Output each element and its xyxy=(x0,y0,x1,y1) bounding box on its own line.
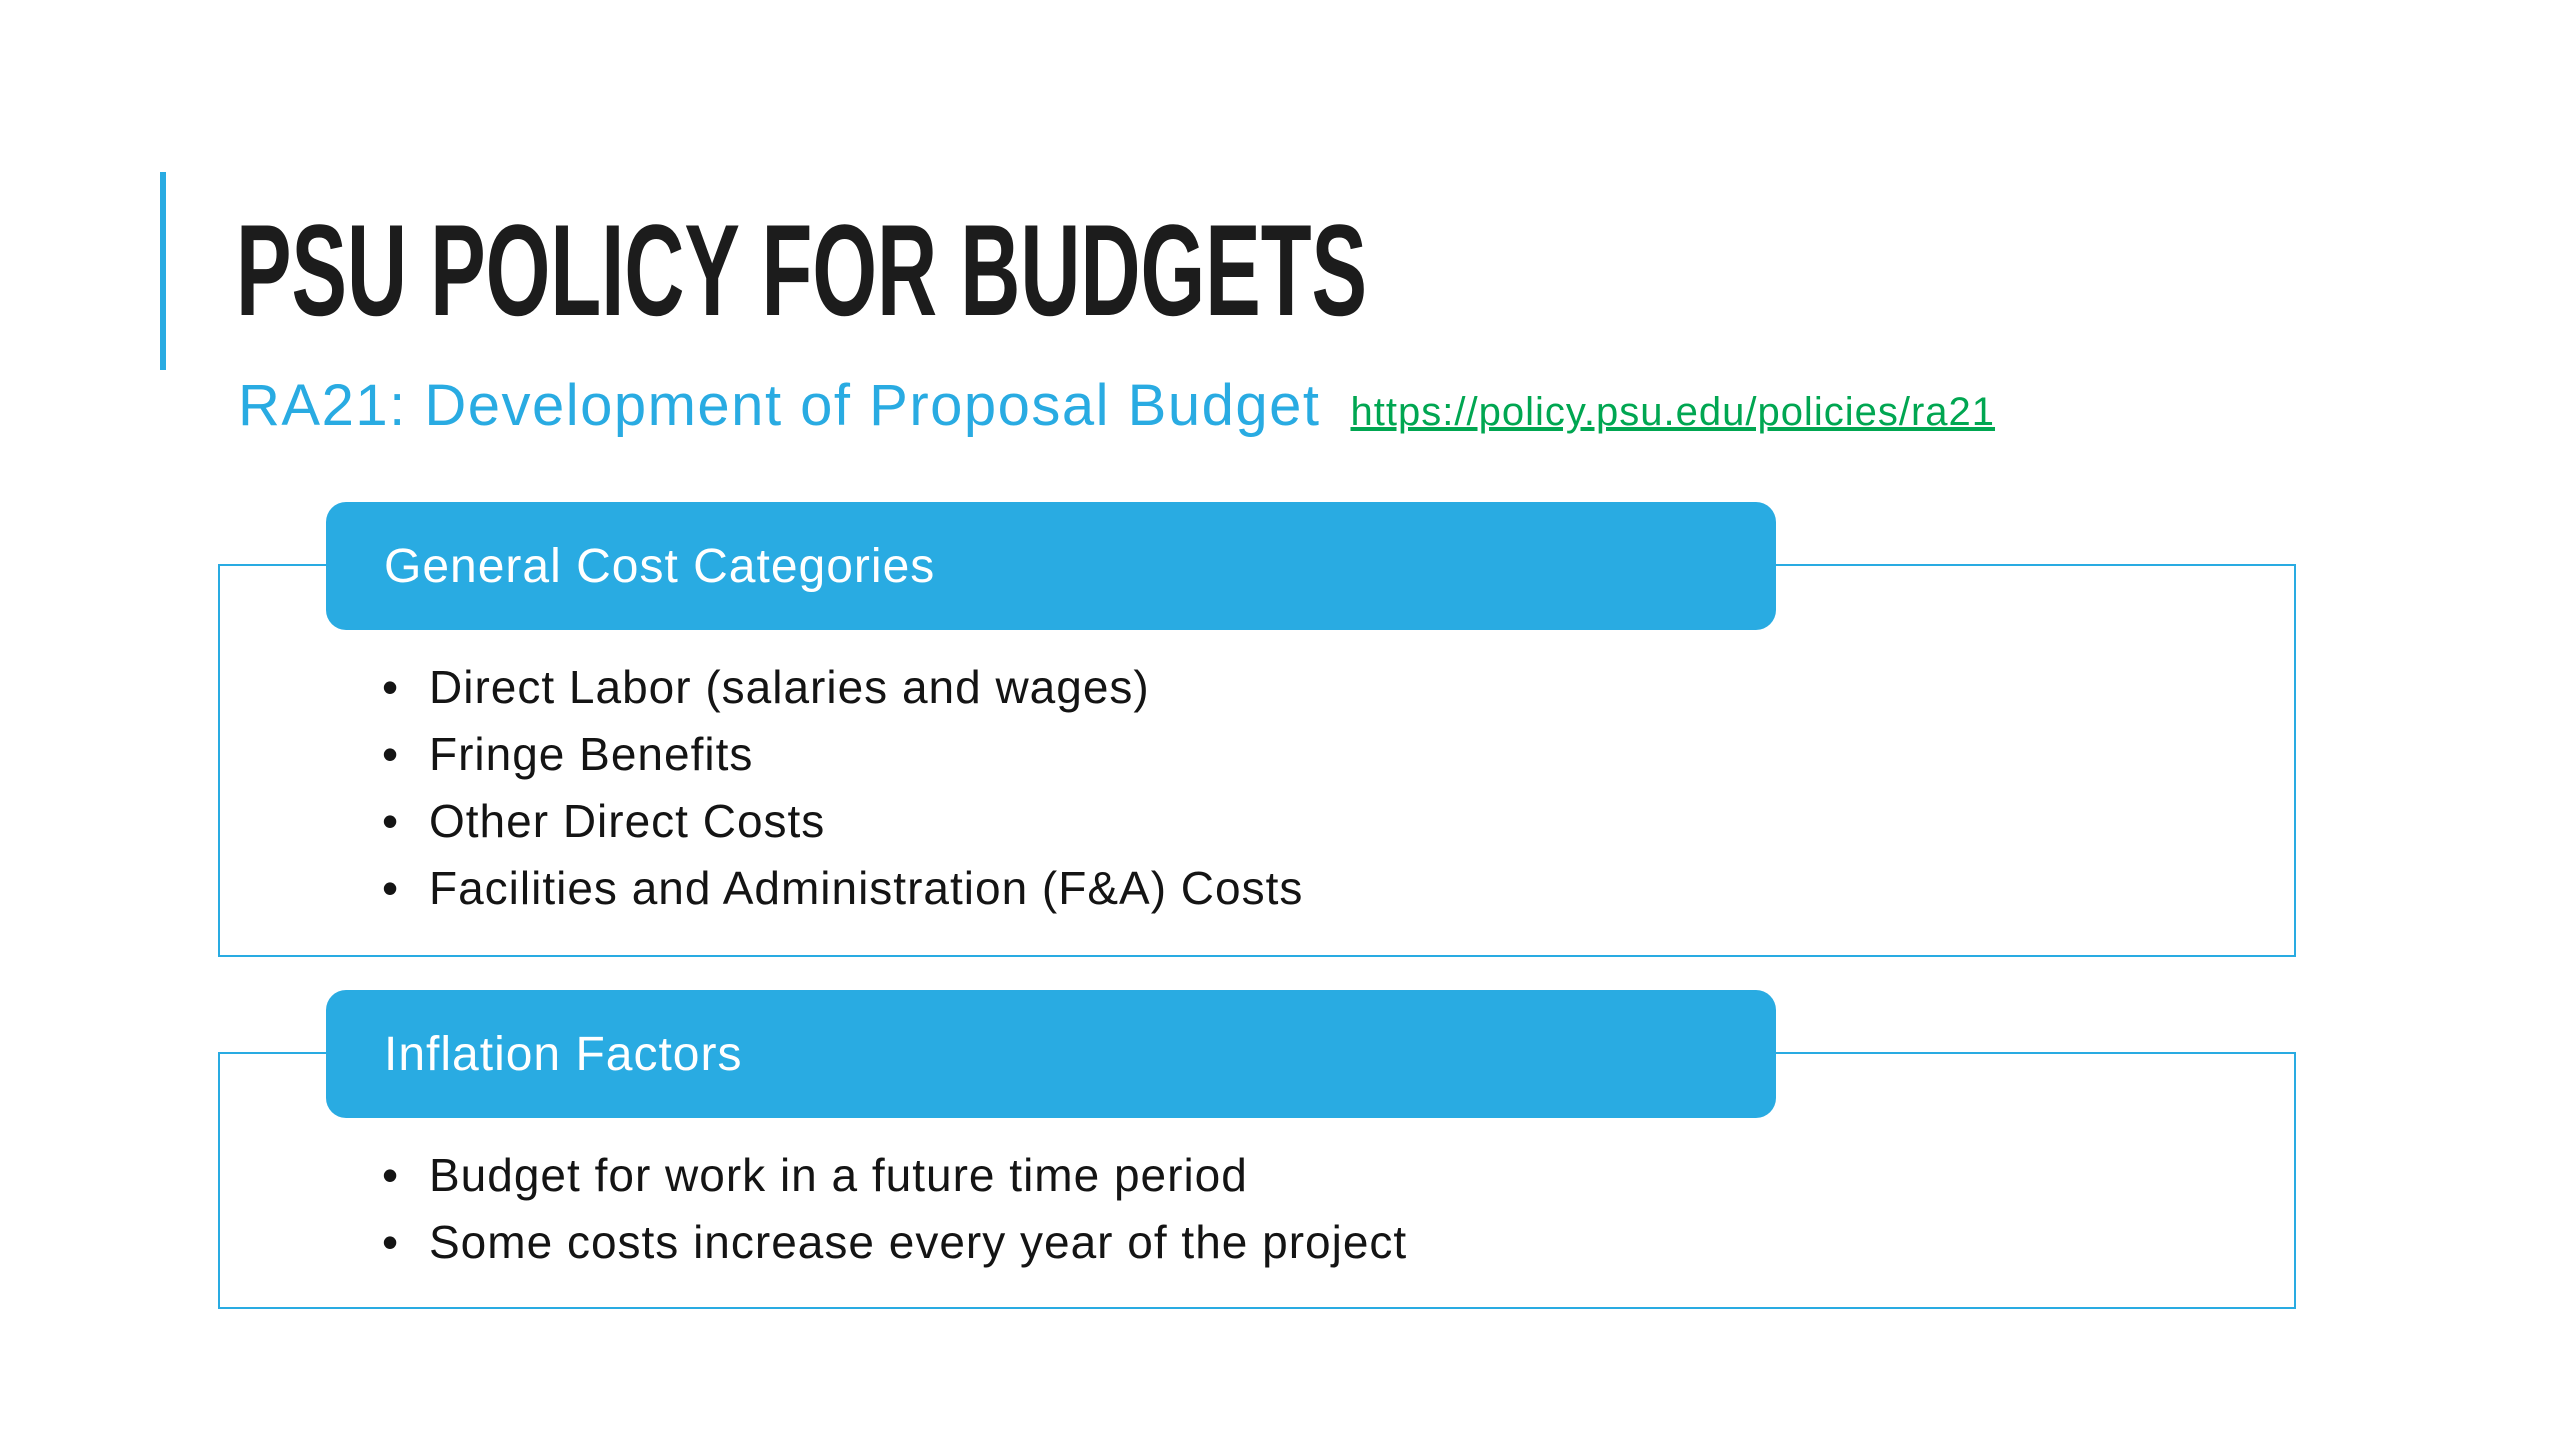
accent-bar xyxy=(160,172,166,370)
bullet-item: Budget for work in a future time period xyxy=(382,1142,1407,1209)
bullet-item: Direct Labor (salaries and wages) xyxy=(382,654,1303,721)
bullet-item: Fringe Benefits xyxy=(382,721,1303,788)
page-title: PSU POLICY FOR BUDGETS xyxy=(236,197,1368,343)
subtitle-row: RA21: Development of Proposal Budget htt… xyxy=(238,372,1995,439)
bullet-list: Budget for work in a future time period … xyxy=(382,1142,1407,1276)
bullet-item: Facilities and Administration (F&A) Cost… xyxy=(382,855,1303,922)
section-general-cost-categories: General Cost Categories Direct Labor (sa… xyxy=(218,502,2296,957)
section-header-tab: General Cost Categories xyxy=(326,502,1776,630)
section-header-label: Inflation Factors xyxy=(384,1027,743,1081)
slide-subtitle: RA21: Development of Proposal Budget xyxy=(238,373,1321,438)
policy-link[interactable]: https://policy.psu.edu/policies/ra21 xyxy=(1350,390,1996,434)
bullet-item: Some costs increase every year of the pr… xyxy=(382,1209,1407,1276)
bullet-list: Direct Labor (salaries and wages) Fringe… xyxy=(382,654,1303,922)
section-header-label: General Cost Categories xyxy=(384,539,936,593)
section-inflation-factors: Inflation Factors Budget for work in a f… xyxy=(218,990,2296,1309)
section-header-tab: Inflation Factors xyxy=(326,990,1776,1118)
bullet-item: Other Direct Costs xyxy=(382,788,1303,855)
